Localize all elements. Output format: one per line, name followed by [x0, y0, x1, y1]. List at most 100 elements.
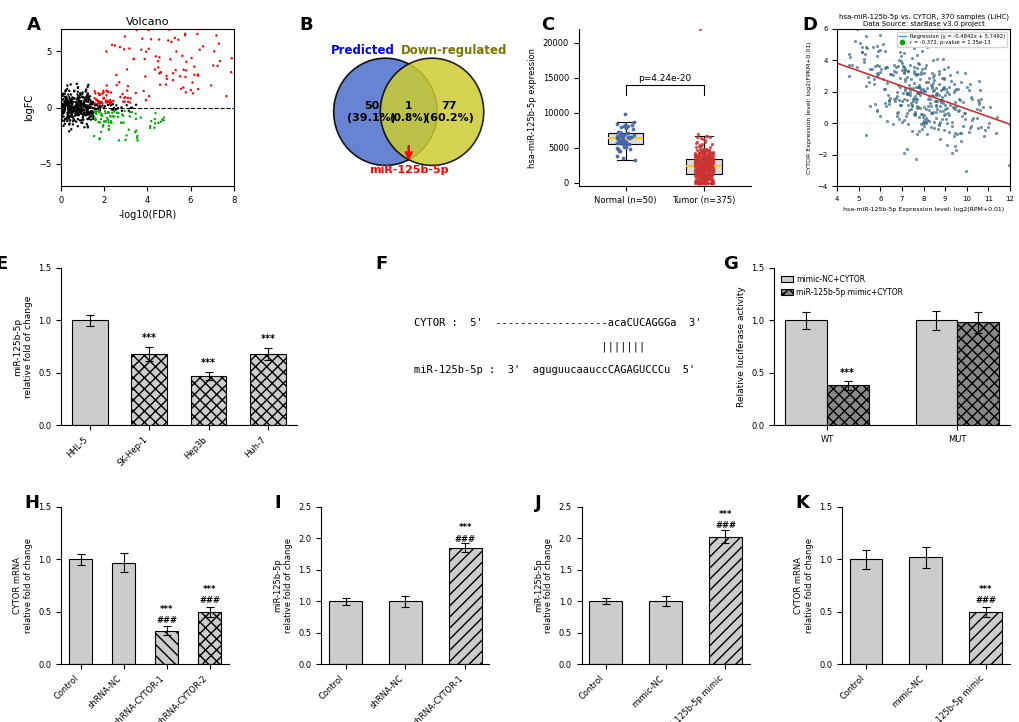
Point [874, 38, 891, 50]
Point [912, 86, 928, 97]
Point [69, 102, 86, 113]
Point [96, 116, 112, 127]
Point [61, 118, 77, 129]
Point [702, 170, 718, 181]
Point [57, 100, 73, 112]
Point [64, 92, 81, 103]
Point [64, 98, 81, 110]
Point [101, 124, 117, 136]
Point [147, 118, 163, 129]
Point [60, 113, 76, 124]
Point [948, 128, 964, 139]
Point [946, 140, 962, 152]
Point [85, 113, 101, 124]
Point [953, 136, 969, 147]
Point [61, 96, 77, 108]
Point [614, 121, 631, 132]
Point [689, 174, 705, 186]
Point [186, 69, 203, 81]
Point [892, 50, 908, 61]
Point [84, 99, 100, 110]
Point [863, 63, 879, 74]
Point [693, 177, 709, 188]
Point [77, 102, 94, 113]
Point [190, 69, 206, 80]
Point [87, 99, 103, 110]
Point [63, 100, 79, 112]
Point [75, 100, 92, 112]
Point [691, 160, 707, 172]
Point [700, 164, 716, 175]
Point [81, 102, 97, 113]
Point [688, 170, 704, 182]
Point [904, 95, 920, 107]
Point [84, 97, 100, 108]
Point [924, 71, 941, 83]
Point [702, 177, 718, 188]
Point [63, 101, 79, 113]
Point [932, 91, 949, 103]
Point [894, 95, 910, 107]
Point [690, 177, 706, 188]
Point [687, 157, 703, 169]
Point [891, 94, 907, 105]
Point [930, 116, 947, 128]
Point [874, 73, 891, 84]
Point [702, 161, 718, 173]
Point [693, 152, 709, 163]
Point [898, 71, 914, 83]
Point [63, 89, 79, 100]
Point [53, 105, 69, 117]
Point [695, 175, 711, 186]
Point [690, 162, 706, 173]
Point [689, 151, 705, 162]
Point [948, 100, 964, 111]
Point [106, 105, 122, 117]
Point [880, 98, 897, 110]
Point [223, 53, 239, 64]
Point [905, 61, 921, 73]
Point [62, 114, 78, 126]
Point [116, 30, 132, 42]
Point [100, 117, 116, 129]
Point [74, 108, 91, 120]
Point [55, 88, 71, 100]
Point [689, 155, 705, 166]
Point [884, 66, 901, 77]
Point [896, 84, 912, 96]
Point [111, 134, 127, 146]
Point [86, 107, 102, 118]
Point [911, 73, 927, 84]
Point [79, 81, 96, 92]
Point [618, 141, 634, 152]
Point [922, 107, 938, 118]
Point [697, 165, 713, 176]
Point [125, 53, 142, 65]
Point [923, 55, 940, 66]
Point [699, 159, 715, 170]
Point [71, 104, 88, 116]
Point [942, 76, 958, 87]
Point [697, 131, 713, 142]
Point [692, 168, 708, 179]
Point [689, 171, 705, 183]
Point [700, 168, 716, 179]
Point [686, 164, 702, 175]
Point [175, 64, 192, 76]
Point [891, 72, 907, 84]
Point [701, 172, 717, 183]
Point [687, 168, 703, 180]
Point [691, 157, 707, 168]
Point [898, 107, 914, 118]
Point [686, 152, 702, 163]
Point [696, 159, 712, 170]
Bar [448, 548, 481, 664]
Point [609, 126, 626, 138]
Point [62, 110, 78, 121]
Point [69, 100, 86, 111]
Point [88, 108, 104, 120]
Point [69, 100, 86, 111]
Point [76, 95, 93, 106]
Point [930, 119, 947, 131]
Point [937, 113, 954, 125]
